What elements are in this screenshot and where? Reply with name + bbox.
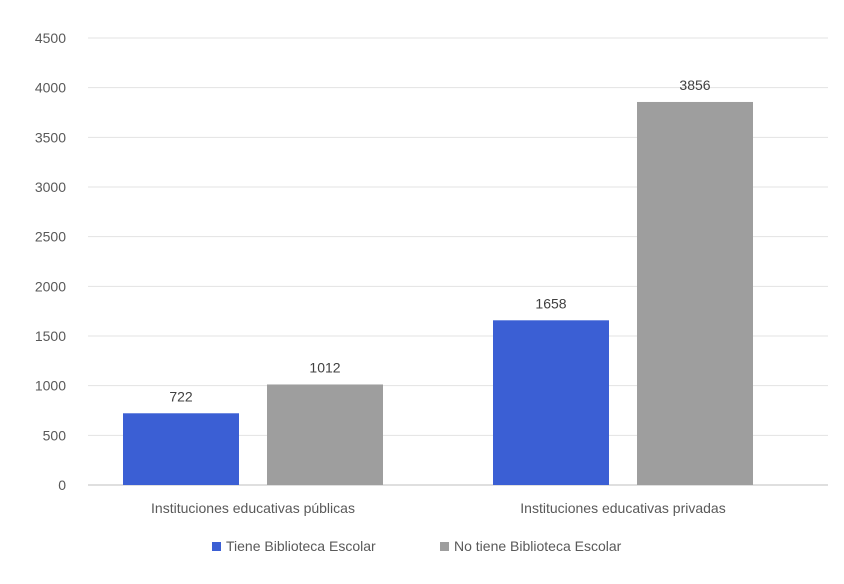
y-tick-label: 2500: [35, 229, 66, 245]
x-category-label: Instituciones educativas privadas: [520, 500, 725, 516]
legend-swatch: [212, 542, 221, 551]
y-tick-label: 4500: [35, 30, 66, 46]
y-tick-label: 3500: [35, 129, 66, 145]
data-labels: 722 1012 1658 3856: [169, 77, 710, 404]
y-tick-label: 1500: [35, 328, 66, 344]
y-tick-label: 4000: [35, 80, 66, 96]
x-axis-categories: Instituciones educativas públicas Institu…: [151, 500, 726, 516]
data-label: 722: [169, 388, 193, 404]
legend-swatch: [440, 542, 449, 551]
bar-no-tiene-privadas: [637, 101, 753, 485]
data-label: 1658: [535, 295, 566, 311]
legend-label: Tiene Biblioteca Escolar: [226, 538, 376, 554]
y-tick-label: 500: [43, 427, 67, 443]
y-tick-label: 0: [58, 477, 66, 493]
y-axis-ticks: 0 500 1000 1500 2000 2500 3000 3500 4000 4500: [35, 30, 66, 493]
y-tick-label: 2000: [35, 278, 66, 294]
x-category-label: Instituciones educativas públicas: [151, 500, 355, 516]
data-label: 1012: [309, 359, 340, 375]
bar-no-tiene-publicas: [267, 384, 383, 485]
legend: Tiene Biblioteca Escolar No tiene Bibliot…: [212, 538, 622, 554]
bar-tiene-privadas: [493, 320, 609, 485]
bar-tiene-publicas: [123, 413, 239, 485]
y-tick-label: 3000: [35, 179, 66, 195]
y-tick-label: 1000: [35, 378, 66, 394]
bars: [123, 101, 753, 485]
legend-label: No tiene Biblioteca Escolar: [454, 538, 622, 554]
data-label: 3856: [679, 77, 710, 93]
